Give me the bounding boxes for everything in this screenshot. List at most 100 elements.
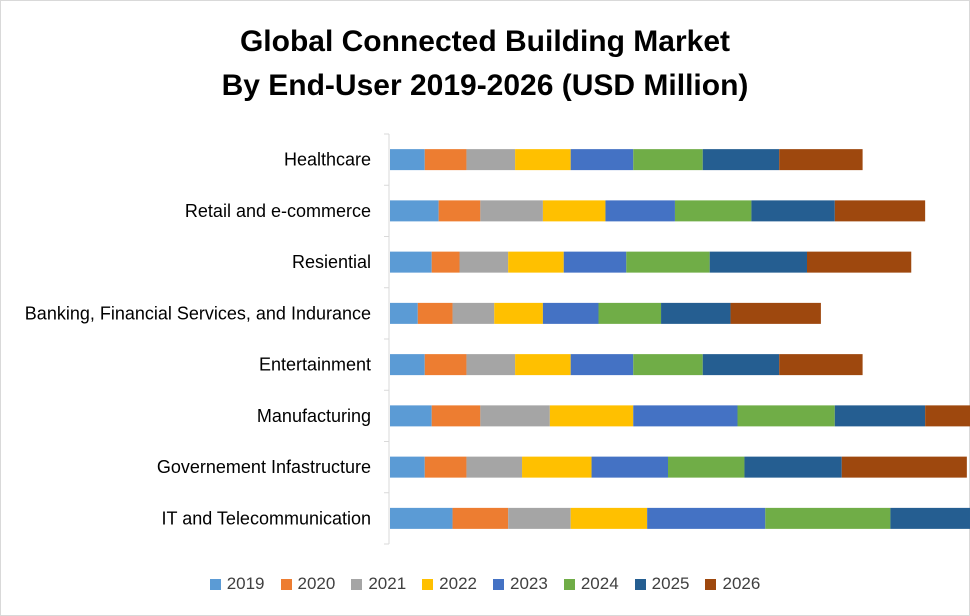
bar-segment bbox=[765, 507, 891, 529]
legend-swatch bbox=[422, 578, 434, 590]
bar-segment bbox=[424, 456, 467, 478]
category-tick-label: Banking, Financial Services, and Induran… bbox=[25, 303, 371, 323]
bar-segment bbox=[702, 354, 780, 376]
legend-label: 2022 bbox=[439, 574, 477, 593]
bar-segment bbox=[563, 251, 627, 273]
bar-segment bbox=[591, 456, 668, 478]
bar-segment bbox=[390, 149, 425, 171]
bar-segment bbox=[424, 149, 467, 171]
bar-segment bbox=[452, 302, 495, 324]
bar-segment bbox=[417, 302, 453, 324]
legend-swatch bbox=[493, 578, 504, 590]
bar-segment bbox=[626, 251, 710, 273]
bar-segment bbox=[424, 354, 467, 376]
bar-segment bbox=[542, 200, 606, 222]
bar-segment bbox=[494, 302, 543, 324]
bar-segment bbox=[508, 251, 564, 273]
chart-title-line-1: Global Connected Building Market bbox=[239, 25, 731, 58]
legend-label: 2020 bbox=[297, 574, 336, 593]
legend-entry: 2019 bbox=[209, 574, 265, 594]
category-tick-label: Resiential bbox=[292, 252, 371, 272]
bar-segment bbox=[515, 354, 571, 376]
bar-segment bbox=[431, 405, 481, 427]
bar-segment bbox=[605, 200, 675, 222]
bar-segment bbox=[390, 507, 453, 529]
bar-segment bbox=[459, 251, 509, 273]
legend-entry: 2025 bbox=[634, 574, 690, 594]
bar-segment bbox=[480, 200, 543, 222]
legend-label: 2024 bbox=[580, 574, 619, 593]
bar-segment bbox=[779, 354, 863, 376]
bar-segment bbox=[570, 507, 648, 529]
bar-segment bbox=[438, 200, 481, 222]
chart-legend: 2019 2020 2021 2022 2023 2024 2025 2026 bbox=[0, 572, 970, 596]
bar-segment bbox=[661, 302, 731, 324]
bar-segment bbox=[508, 507, 571, 529]
bar-segment bbox=[633, 149, 703, 171]
bar-segment bbox=[744, 456, 842, 478]
category-tick-label: Governement Infastructure bbox=[157, 457, 371, 477]
bar-segment bbox=[674, 200, 752, 222]
legend-label: 2019 bbox=[226, 574, 265, 593]
legend-swatch bbox=[563, 578, 575, 590]
bar-segment bbox=[466, 456, 523, 478]
category-tick-label: Retail and e-commerce bbox=[185, 201, 371, 221]
chart-title: Global Connected Building Market By End-… bbox=[0, 20, 970, 108]
bar-segment bbox=[570, 354, 634, 376]
legend-entry: 2020 bbox=[280, 574, 336, 594]
bar-segment bbox=[730, 302, 821, 324]
legend-label: 2021 bbox=[368, 574, 407, 593]
bar-segment bbox=[522, 456, 592, 478]
bar-segment bbox=[737, 405, 835, 427]
bar-segment bbox=[549, 405, 634, 427]
bar-segment bbox=[542, 302, 599, 324]
category-tick-label: Healthcare bbox=[284, 150, 371, 170]
legend-entry: 2022 bbox=[422, 574, 477, 594]
bar-segment bbox=[668, 456, 745, 478]
legend-entry: 2023 bbox=[493, 574, 548, 594]
legend-entry: 2024 bbox=[563, 574, 619, 594]
bar-segment bbox=[834, 405, 926, 427]
bar-segment bbox=[452, 507, 509, 529]
bar-segment bbox=[633, 405, 738, 427]
bar-segment bbox=[709, 251, 807, 273]
legend-swatch bbox=[209, 578, 221, 590]
bar-segment bbox=[925, 405, 970, 427]
category-tick-label: IT and Telecommunication bbox=[162, 508, 371, 528]
bar-segment bbox=[390, 251, 432, 273]
category-tick-label: Entertainment bbox=[259, 355, 371, 375]
legend-label: 2025 bbox=[651, 574, 690, 593]
bar-segment bbox=[390, 354, 425, 376]
bar-segment bbox=[466, 354, 516, 376]
bar-segment bbox=[834, 200, 926, 222]
bar-segment bbox=[890, 507, 970, 529]
legend-label: 2023 bbox=[510, 574, 548, 593]
legend-entry: 2026 bbox=[705, 574, 760, 594]
bar-segment bbox=[466, 149, 516, 171]
bar-segment bbox=[390, 456, 425, 478]
bar-segment bbox=[751, 200, 835, 222]
bar-segment bbox=[702, 149, 780, 171]
bar-segment bbox=[390, 405, 432, 427]
bar-segment bbox=[633, 354, 703, 376]
legend-label: 2026 bbox=[722, 574, 761, 593]
bar-segment bbox=[598, 302, 662, 324]
bar-segment bbox=[570, 149, 634, 171]
chart-title-line-2: By End-User 2019-2026 (USD Million) bbox=[221, 69, 749, 102]
legend-swatch bbox=[634, 578, 646, 590]
bar-segment bbox=[841, 456, 967, 478]
legend-swatch bbox=[280, 578, 292, 590]
bar-segment bbox=[390, 200, 439, 222]
legend-swatch bbox=[351, 578, 363, 590]
legend-entry: 2021 bbox=[351, 574, 406, 594]
bar-segment bbox=[431, 251, 460, 273]
bar-segment bbox=[515, 149, 571, 171]
bar-segment bbox=[390, 302, 418, 324]
bar-segment bbox=[647, 507, 766, 529]
bar-segment bbox=[779, 149, 863, 171]
bar-segment bbox=[480, 405, 550, 427]
legend-swatch bbox=[705, 578, 717, 590]
category-tick-label: Manufacturing bbox=[257, 406, 371, 426]
bar-segment bbox=[807, 251, 912, 273]
